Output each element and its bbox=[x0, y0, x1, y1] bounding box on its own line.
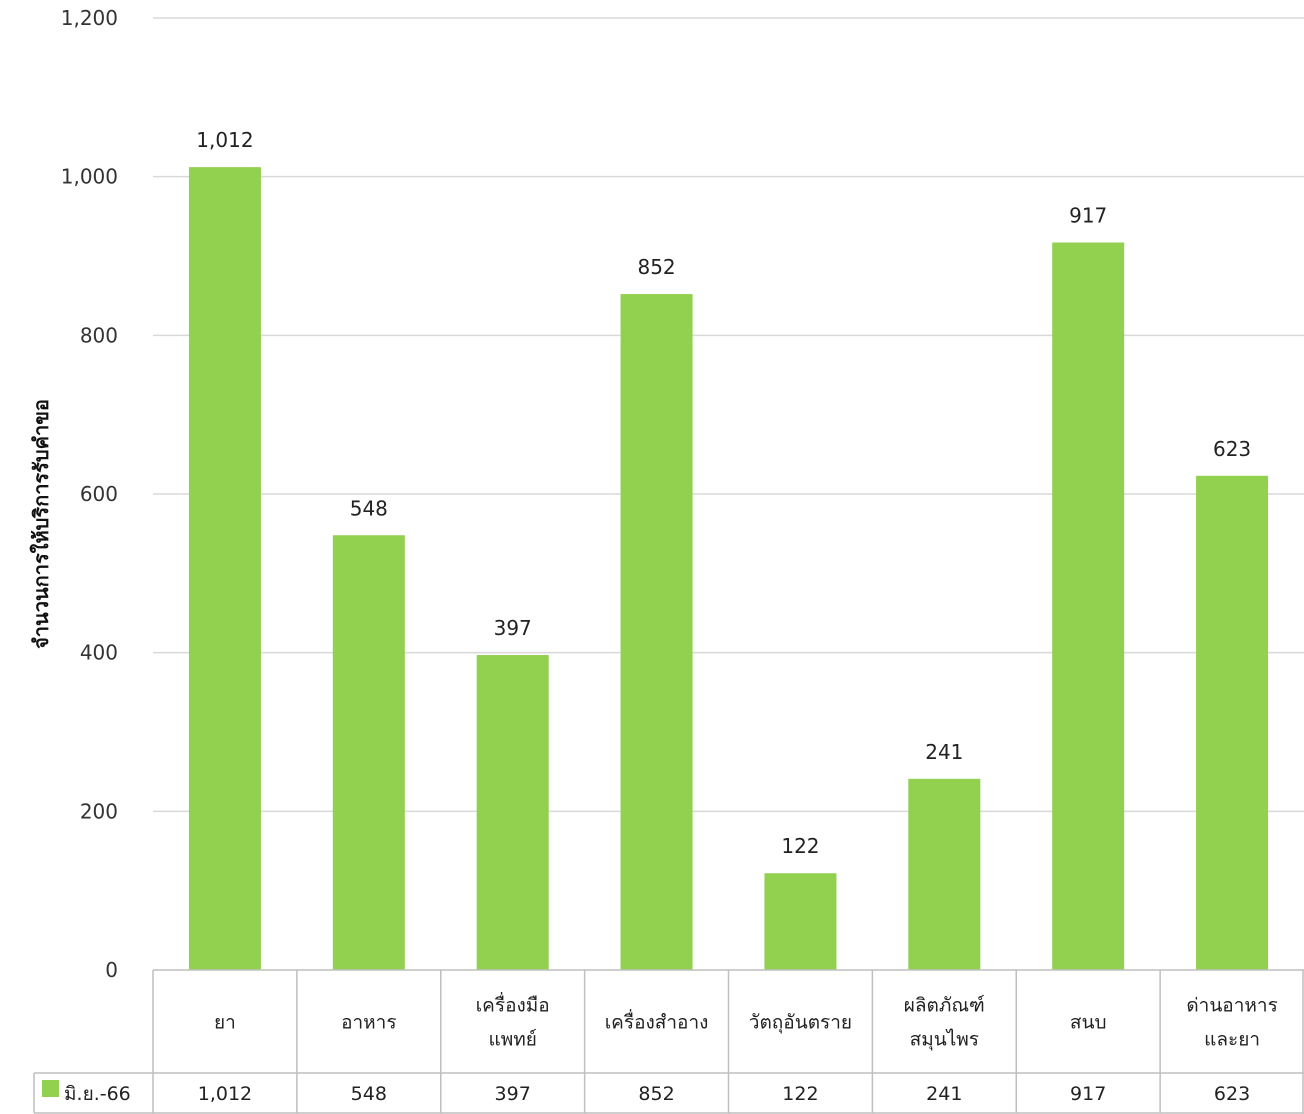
table-value: 917 bbox=[1070, 1083, 1106, 1105]
table-value: 397 bbox=[495, 1083, 531, 1105]
category-label: ยา bbox=[214, 1012, 236, 1034]
data-label: 623 bbox=[1213, 437, 1251, 461]
bar bbox=[1196, 475, 1269, 970]
bar bbox=[764, 873, 837, 970]
y-tick-label: 0 bbox=[105, 958, 118, 982]
y-tick-label: 200 bbox=[80, 799, 118, 823]
gridlines bbox=[153, 17, 1304, 813]
category-label: ด่านอาหาร bbox=[1186, 995, 1277, 1017]
category-label: เครื่องมือ bbox=[476, 992, 550, 1017]
data-label: 241 bbox=[925, 740, 963, 764]
category-label: แพทย์ bbox=[488, 1029, 536, 1051]
data-label: 1,012 bbox=[196, 128, 253, 152]
category-label: สนบ bbox=[1070, 1012, 1107, 1034]
table-value: 1,012 bbox=[198, 1083, 252, 1105]
bar bbox=[1052, 242, 1125, 971]
data-label: 122 bbox=[781, 834, 819, 858]
data-labels: 1,012 548 397 852 122 241 917 623 bbox=[196, 128, 1251, 858]
bar bbox=[188, 167, 261, 970]
category-label: ผลิตภัณฑ์ bbox=[904, 995, 985, 1017]
y-tick-label: 1,200 bbox=[61, 6, 118, 30]
data-label: 852 bbox=[637, 255, 675, 279]
data-label: 917 bbox=[1069, 204, 1107, 228]
data-label: 548 bbox=[350, 496, 388, 520]
data-label: 397 bbox=[494, 616, 532, 640]
y-tick-label: 600 bbox=[80, 482, 118, 506]
bar bbox=[908, 778, 981, 970]
category-label: วัตถุอันตราย bbox=[749, 1012, 852, 1035]
table-value: 122 bbox=[782, 1083, 818, 1105]
category-label: เครื่องสำอาง bbox=[605, 1009, 709, 1034]
legend-swatch bbox=[42, 1080, 59, 1097]
table-value: 623 bbox=[1214, 1083, 1250, 1105]
table-value: 852 bbox=[638, 1083, 674, 1105]
category-label: และยา bbox=[1204, 1029, 1260, 1051]
bar bbox=[476, 655, 549, 970]
y-axis-label: จำนวนการให้บริการรับคำขอ bbox=[29, 399, 53, 649]
y-axis-tick-labels: 0 200 400 600 800 1,000 1,200 bbox=[61, 6, 118, 982]
bar bbox=[620, 294, 693, 971]
table-value: 548 bbox=[351, 1083, 387, 1105]
table-value: 241 bbox=[926, 1083, 962, 1105]
category-label: สมุนไพร bbox=[910, 1029, 979, 1052]
y-tick-label: 1,000 bbox=[61, 165, 118, 189]
y-tick-label: 400 bbox=[80, 641, 118, 665]
category-label: อาหาร bbox=[341, 1012, 396, 1034]
bars bbox=[188, 167, 1269, 971]
y-tick-label: 800 bbox=[80, 323, 118, 347]
bar bbox=[332, 535, 405, 970]
series-name-label: มิ.ย.-66 bbox=[64, 1083, 131, 1105]
